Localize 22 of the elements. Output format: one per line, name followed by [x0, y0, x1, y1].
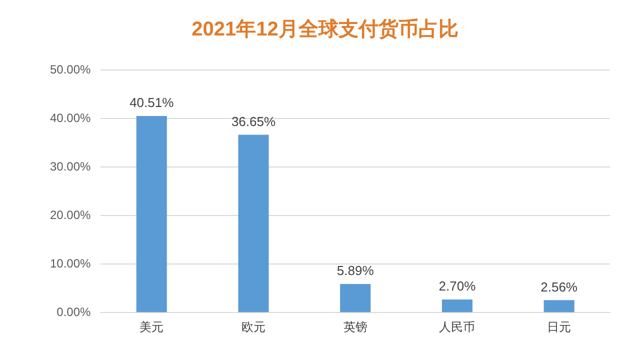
chart-title: 2021年12月全球支付货币占比 [192, 18, 458, 41]
y-tick-label: 40.00% [50, 110, 92, 125]
bar [136, 116, 167, 312]
bar [340, 284, 371, 312]
bar [238, 134, 269, 312]
y-tick-label: 20.00% [50, 208, 92, 222]
y-tick-label: 0.00% [56, 304, 92, 319]
y-tick-label: 30.00% [50, 159, 92, 174]
x-tick-label: 人民币 [439, 320, 476, 334]
y-tick-label: 50.00% [50, 62, 92, 76]
data-label: 5.89% [336, 263, 374, 278]
x-tick-label: 英镑 [343, 320, 368, 334]
data-label: 2.70% [438, 278, 476, 294]
bar [544, 300, 574, 312]
data-label: 2.56% [540, 279, 578, 294]
data-label: 36.65% [231, 114, 276, 129]
x-tick-label: 美元 [140, 320, 164, 334]
x-tick-label: 欧元 [241, 320, 266, 334]
y-tick-label: 10.00% [50, 256, 92, 270]
x-tick-label: 日元 [547, 320, 572, 334]
data-label: 40.51% [130, 95, 174, 110]
bar [442, 300, 472, 312]
